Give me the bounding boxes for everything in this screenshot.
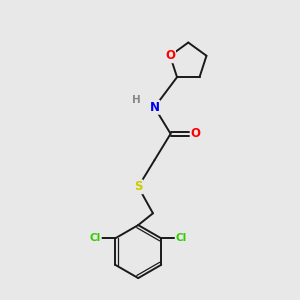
Text: N: N (149, 101, 159, 114)
Text: O: O (165, 49, 175, 62)
Text: O: O (190, 127, 201, 140)
Text: S: S (134, 180, 142, 193)
Text: Cl: Cl (176, 233, 187, 243)
Text: H: H (132, 95, 140, 105)
Text: Cl: Cl (90, 233, 101, 243)
